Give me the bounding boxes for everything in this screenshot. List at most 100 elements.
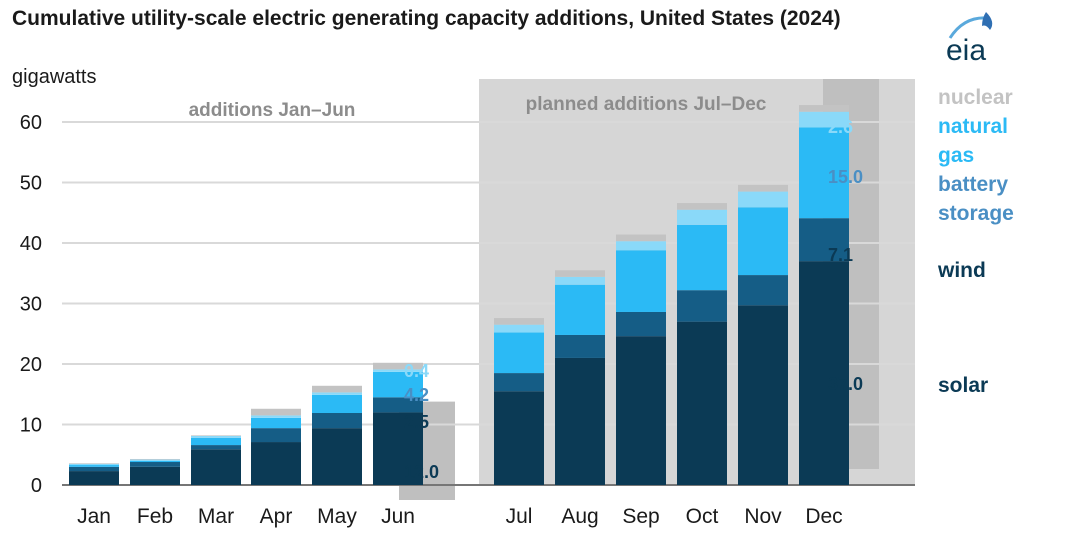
bar-mar-battery-storage bbox=[191, 437, 241, 446]
x-tick-label: Nov bbox=[744, 505, 782, 528]
y-tick-label: 50 bbox=[20, 173, 42, 195]
logo-text: eia bbox=[946, 34, 986, 67]
bar-sep-natural-gas bbox=[616, 241, 666, 251]
bar-feb-natural-gas bbox=[130, 459, 180, 461]
bar-dec-wind bbox=[799, 218, 849, 262]
bar-nov-nuclear bbox=[738, 184, 788, 192]
bar-may-wind bbox=[312, 413, 362, 429]
chart-title: Cumulative utility-scale electric genera… bbox=[12, 7, 841, 30]
bar-aug-nuclear bbox=[555, 270, 605, 277]
bar-mar-wind bbox=[191, 445, 241, 450]
x-tick-label: Aug bbox=[561, 505, 598, 528]
legend-battery-line-2: storage bbox=[938, 202, 1014, 225]
bar-oct-battery-storage bbox=[677, 224, 727, 291]
bar-apr-nuclear bbox=[251, 408, 301, 416]
x-tick-label: Jan bbox=[77, 505, 111, 528]
bar-sep-wind bbox=[616, 311, 666, 337]
x-tick-label: Oct bbox=[686, 505, 719, 528]
bar-dec-nuclear bbox=[799, 105, 849, 112]
bar-feb-wind bbox=[130, 462, 180, 467]
bar-jun-natural-gas bbox=[373, 369, 423, 372]
bar-may-natural-gas bbox=[312, 392, 362, 395]
bar-jun-nuclear bbox=[373, 362, 423, 370]
bar-jan-wind bbox=[69, 466, 119, 472]
bar-jun-battery-storage bbox=[373, 371, 423, 398]
summary-label-jun-wind: 2.5 bbox=[404, 412, 429, 432]
region-label-jan-jun: additions Jan–Jun bbox=[189, 100, 356, 121]
bar-jul-battery-storage bbox=[494, 332, 544, 374]
summary-label-jun-solar: 12.0 bbox=[404, 462, 439, 482]
bar-may-nuclear bbox=[312, 385, 362, 393]
bar-oct-nuclear bbox=[677, 203, 727, 210]
bar-nov-battery-storage bbox=[738, 207, 788, 276]
x-tick-label: Apr bbox=[260, 505, 293, 528]
y-tick-label: 0 bbox=[31, 475, 42, 497]
bars: Jan Feb Mar Apr May Jun Jul Aug Sep Oct Nov Dec bbox=[69, 105, 849, 528]
x-tick-label: Jun bbox=[381, 505, 415, 528]
bar-feb-solar bbox=[130, 466, 180, 485]
bar-jan-solar bbox=[69, 471, 119, 485]
bar-aug-solar bbox=[555, 357, 605, 485]
bar-jul-wind bbox=[494, 373, 544, 392]
bar-jun-solar bbox=[373, 412, 423, 485]
bar-mar-natural-gas bbox=[191, 435, 241, 438]
bar-jul-nuclear bbox=[494, 318, 544, 325]
bar-jan-nuclear bbox=[69, 463, 119, 464]
bar-may-solar bbox=[312, 428, 362, 485]
bar-may-battery-storage bbox=[312, 394, 362, 414]
x-tick-label: Sep bbox=[622, 505, 659, 528]
bar-apr-wind bbox=[251, 428, 301, 443]
logo-flame-icon bbox=[982, 12, 993, 30]
bar-aug-wind bbox=[555, 334, 605, 358]
bar-sep-solar bbox=[616, 336, 666, 485]
bar-jul-solar bbox=[494, 391, 544, 485]
bar-aug-battery-storage bbox=[555, 284, 605, 335]
bar-dec-natural-gas bbox=[799, 111, 849, 128]
legend-gas-line-1: natural bbox=[938, 115, 1008, 138]
legend-solar-line-1: solar bbox=[938, 374, 988, 397]
bar-dec-battery-storage bbox=[799, 127, 849, 219]
legend-gas-line-2: gas bbox=[938, 144, 974, 167]
bar-jan-natural-gas bbox=[69, 463, 119, 466]
bar-jun-wind bbox=[373, 397, 423, 413]
x-tick-label: Jul bbox=[506, 505, 533, 528]
summary-label-dec-natural-gas: 2.6 bbox=[828, 117, 853, 137]
bar-oct-solar bbox=[677, 321, 727, 485]
labels: additions Jan–Jun planned additions Jul–D… bbox=[189, 94, 863, 482]
y-tick-label: 30 bbox=[20, 294, 42, 316]
summary-label-dec-battery-storage: 15.0 bbox=[828, 167, 863, 187]
bar-nov-wind bbox=[738, 275, 788, 306]
bar-oct-natural-gas bbox=[677, 209, 727, 225]
summary-label-dec-wind: 7.1 bbox=[828, 245, 853, 265]
bar-apr-battery-storage bbox=[251, 417, 301, 429]
bar-mar-solar bbox=[191, 449, 241, 485]
region-label-jul-dec: planned additions Jul–Dec bbox=[526, 94, 767, 115]
bar-nov-natural-gas bbox=[738, 191, 788, 208]
y-tick-label: 60 bbox=[20, 112, 42, 134]
x-tick-label: Feb bbox=[137, 505, 173, 528]
eia-logo: eia bbox=[946, 12, 993, 67]
y-axis-unit: gigawatts bbox=[12, 66, 97, 88]
y-tick-label: 10 bbox=[20, 415, 42, 437]
summary-label-jun-battery-storage: 4.2 bbox=[404, 385, 429, 405]
legend-wind-line-1: wind bbox=[937, 259, 986, 282]
y-tick-label: 20 bbox=[20, 354, 42, 376]
legend-nuclear-line-1: nuclear bbox=[938, 86, 1013, 109]
y-tick-label: 40 bbox=[20, 233, 42, 255]
legend-battery-line-1: battery bbox=[938, 173, 1008, 196]
bar-oct-wind bbox=[677, 290, 727, 322]
x-tick-label: Dec bbox=[805, 505, 842, 528]
x-tick-label: May bbox=[317, 505, 357, 528]
bar-nov-solar bbox=[738, 305, 788, 485]
x-tick-label: Mar bbox=[198, 505, 234, 528]
bar-sep-battery-storage bbox=[616, 250, 666, 312]
bar-feb-nuclear bbox=[130, 458, 180, 460]
bar-feb-battery-storage bbox=[130, 460, 180, 463]
bar-jan-battery-storage bbox=[69, 465, 119, 467]
bar-sep-nuclear bbox=[616, 234, 666, 242]
summary-label-dec-solar: 37.0 bbox=[828, 374, 863, 394]
bar-dec-solar bbox=[799, 261, 849, 485]
bar-jul-natural-gas bbox=[494, 324, 544, 333]
bar-mar-nuclear bbox=[191, 435, 241, 436]
